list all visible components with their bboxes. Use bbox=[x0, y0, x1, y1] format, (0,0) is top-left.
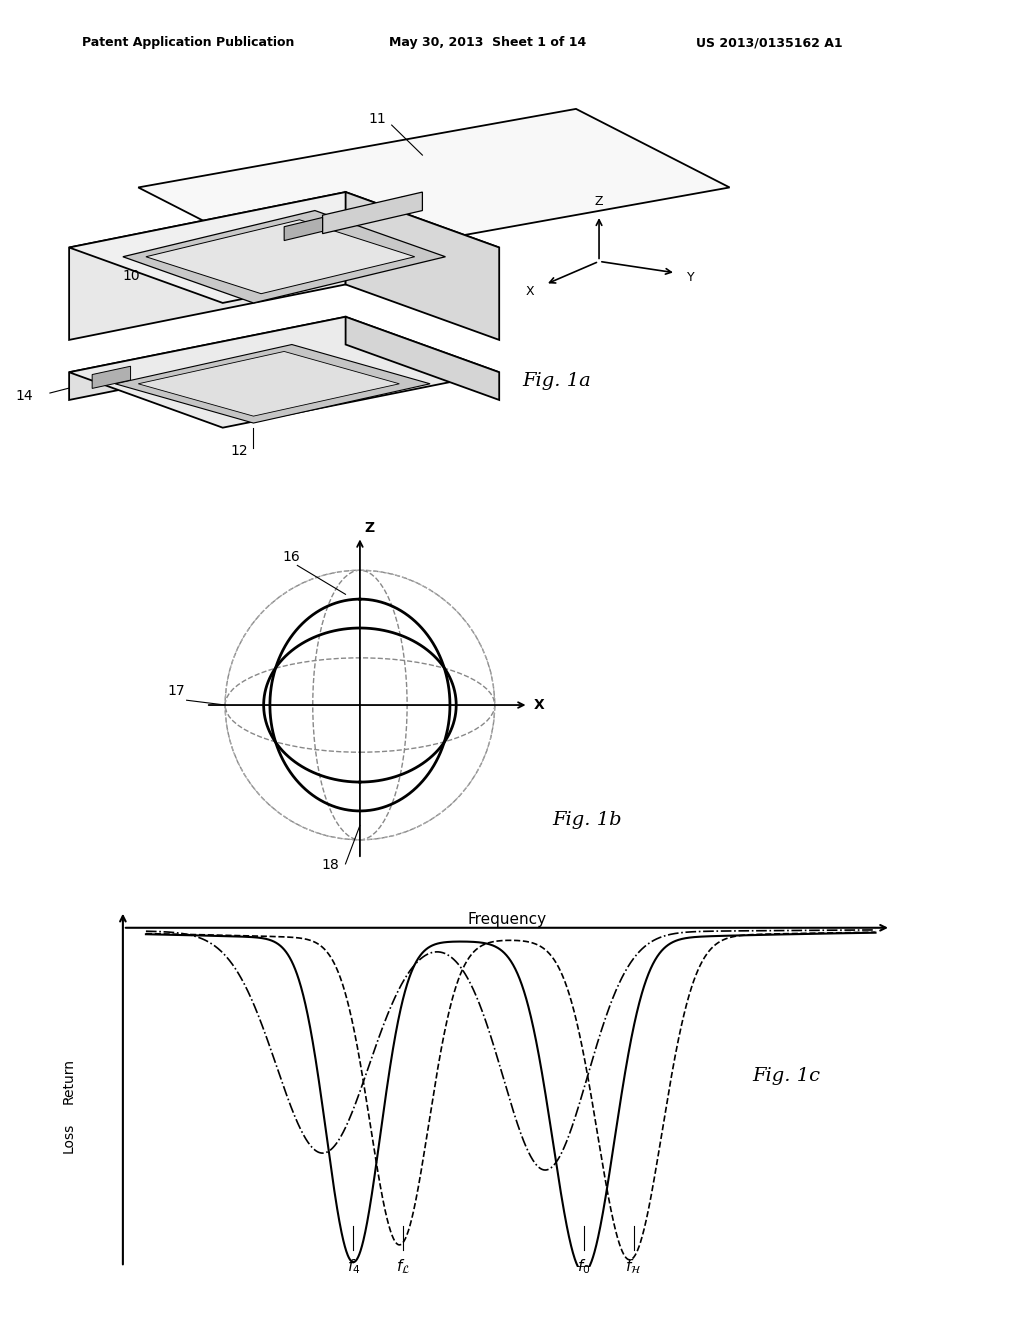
Text: US 2013/0135162 A1: US 2013/0135162 A1 bbox=[696, 36, 843, 49]
Polygon shape bbox=[285, 218, 323, 240]
Text: $f_\mathcal{L}$: $f_\mathcal{L}$ bbox=[396, 1257, 411, 1275]
Polygon shape bbox=[70, 317, 346, 400]
Polygon shape bbox=[138, 110, 730, 267]
Text: Return: Return bbox=[62, 1057, 76, 1104]
Polygon shape bbox=[323, 193, 423, 234]
Text: Z: Z bbox=[365, 520, 375, 535]
Text: 14: 14 bbox=[15, 389, 33, 403]
Text: Patent Application Publication: Patent Application Publication bbox=[82, 36, 294, 49]
Polygon shape bbox=[138, 351, 399, 416]
Text: 17: 17 bbox=[167, 684, 185, 698]
Text: 16: 16 bbox=[283, 549, 301, 564]
Text: Loss: Loss bbox=[62, 1123, 76, 1154]
Text: 11: 11 bbox=[369, 112, 386, 125]
Text: $f_0$: $f_0$ bbox=[577, 1257, 591, 1275]
Polygon shape bbox=[92, 366, 131, 388]
Polygon shape bbox=[346, 193, 500, 341]
Text: 13: 13 bbox=[399, 195, 417, 209]
Text: May 30, 2013  Sheet 1 of 14: May 30, 2013 Sheet 1 of 14 bbox=[389, 36, 587, 49]
Text: Fig. 1b: Fig. 1b bbox=[553, 812, 623, 829]
Polygon shape bbox=[70, 193, 500, 304]
Text: X: X bbox=[525, 285, 534, 298]
Polygon shape bbox=[146, 220, 415, 294]
Text: $f_\mathcal{H}$: $f_\mathcal{H}$ bbox=[626, 1257, 642, 1275]
Polygon shape bbox=[70, 317, 500, 428]
Text: Y: Y bbox=[687, 271, 695, 284]
Polygon shape bbox=[123, 210, 445, 304]
Text: 12: 12 bbox=[230, 445, 248, 458]
Text: 18: 18 bbox=[322, 858, 339, 871]
Polygon shape bbox=[116, 345, 430, 422]
Text: Fig. 1c: Fig. 1c bbox=[753, 1067, 820, 1085]
Text: $f_4$: $f_4$ bbox=[346, 1257, 360, 1275]
Text: Z: Z bbox=[595, 195, 603, 209]
Text: Frequency: Frequency bbox=[467, 912, 547, 928]
Text: Fig. 1a: Fig. 1a bbox=[522, 372, 591, 391]
Text: 10: 10 bbox=[123, 269, 140, 282]
Polygon shape bbox=[70, 193, 346, 341]
Text: X: X bbox=[534, 698, 544, 711]
Polygon shape bbox=[346, 317, 500, 400]
Text: 15: 15 bbox=[296, 234, 313, 248]
